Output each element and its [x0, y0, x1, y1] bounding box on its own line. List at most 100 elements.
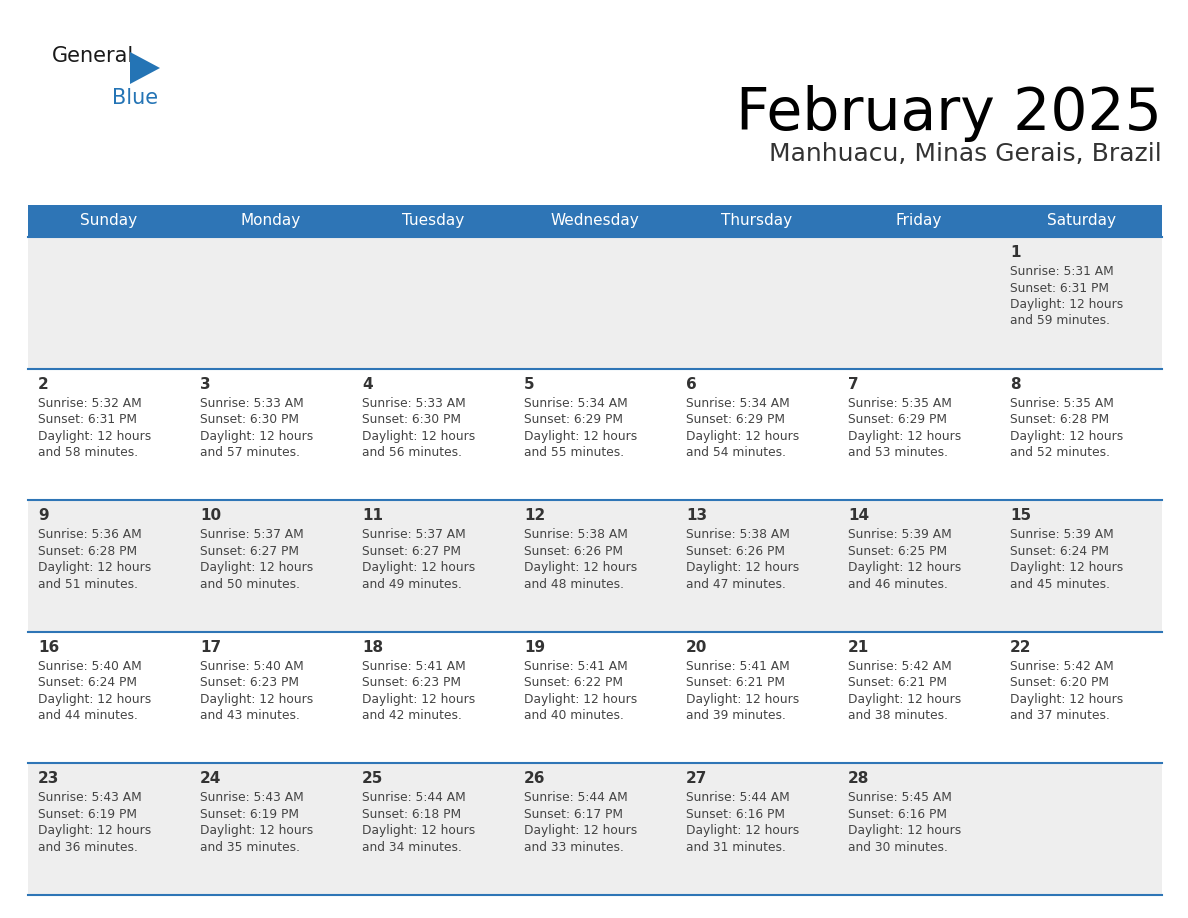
Text: Daylight: 12 hours: Daylight: 12 hours [200, 561, 314, 574]
Text: Sunset: 6:20 PM: Sunset: 6:20 PM [1010, 677, 1110, 689]
Text: Sunrise: 5:40 AM: Sunrise: 5:40 AM [38, 660, 141, 673]
Text: 16: 16 [38, 640, 59, 655]
Text: Sunset: 6:24 PM: Sunset: 6:24 PM [1010, 544, 1110, 558]
Text: Sunrise: 5:41 AM: Sunrise: 5:41 AM [362, 660, 466, 673]
Text: Daylight: 12 hours: Daylight: 12 hours [848, 824, 961, 837]
Text: and 51 minutes.: and 51 minutes. [38, 577, 138, 590]
Text: and 56 minutes.: and 56 minutes. [362, 446, 462, 459]
Text: Sunset: 6:27 PM: Sunset: 6:27 PM [200, 544, 299, 558]
Text: Daylight: 12 hours: Daylight: 12 hours [1010, 561, 1123, 574]
Text: and 52 minutes.: and 52 minutes. [1010, 446, 1110, 459]
Text: Sunset: 6:16 PM: Sunset: 6:16 PM [685, 808, 785, 821]
Polygon shape [129, 52, 160, 84]
Text: Sunset: 6:28 PM: Sunset: 6:28 PM [1010, 413, 1110, 426]
Bar [29, 369, 1162, 500]
Text: Sunset: 6:28 PM: Sunset: 6:28 PM [38, 544, 137, 558]
Text: 3: 3 [200, 376, 210, 392]
Text: 9: 9 [38, 509, 49, 523]
Text: Sunset: 6:21 PM: Sunset: 6:21 PM [848, 677, 947, 689]
Text: Manhuacu, Minas Gerais, Brazil: Manhuacu, Minas Gerais, Brazil [770, 142, 1162, 166]
Text: Sunrise: 5:35 AM: Sunrise: 5:35 AM [848, 397, 952, 409]
Text: Tuesday: Tuesday [402, 214, 465, 229]
Text: February 2025: February 2025 [737, 85, 1162, 142]
Text: Daylight: 12 hours: Daylight: 12 hours [685, 693, 800, 706]
Text: and 30 minutes.: and 30 minutes. [848, 841, 948, 854]
Text: Blue: Blue [112, 88, 158, 108]
Text: Sunrise: 5:44 AM: Sunrise: 5:44 AM [524, 791, 627, 804]
Text: 25: 25 [362, 771, 384, 787]
Text: Sunset: 6:23 PM: Sunset: 6:23 PM [200, 677, 299, 689]
Text: 10: 10 [200, 509, 221, 523]
Text: Sunrise: 5:39 AM: Sunrise: 5:39 AM [848, 528, 952, 542]
Text: Sunset: 6:18 PM: Sunset: 6:18 PM [362, 808, 461, 821]
Text: Sunset: 6:26 PM: Sunset: 6:26 PM [685, 544, 785, 558]
Text: and 43 minutes.: and 43 minutes. [200, 710, 299, 722]
Text: Sunset: 6:19 PM: Sunset: 6:19 PM [38, 808, 137, 821]
Text: 13: 13 [685, 509, 707, 523]
Bar [29, 237, 1162, 369]
Text: and 54 minutes.: and 54 minutes. [685, 446, 786, 459]
Text: Sunrise: 5:34 AM: Sunrise: 5:34 AM [524, 397, 627, 409]
Text: Sunrise: 5:32 AM: Sunrise: 5:32 AM [38, 397, 141, 409]
Text: and 45 minutes.: and 45 minutes. [1010, 577, 1110, 590]
Text: Sunrise: 5:42 AM: Sunrise: 5:42 AM [848, 660, 952, 673]
Text: Daylight: 12 hours: Daylight: 12 hours [362, 430, 475, 442]
Text: Daylight: 12 hours: Daylight: 12 hours [524, 561, 637, 574]
Text: Saturday: Saturday [1047, 214, 1116, 229]
Text: 12: 12 [524, 509, 545, 523]
Text: Sunrise: 5:41 AM: Sunrise: 5:41 AM [524, 660, 627, 673]
Text: and 50 minutes.: and 50 minutes. [200, 577, 301, 590]
Text: Sunset: 6:31 PM: Sunset: 6:31 PM [1010, 282, 1110, 295]
Text: Sunrise: 5:31 AM: Sunrise: 5:31 AM [1010, 265, 1114, 278]
Text: Sunrise: 5:43 AM: Sunrise: 5:43 AM [38, 791, 141, 804]
Text: and 46 minutes.: and 46 minutes. [848, 577, 948, 590]
Text: 24: 24 [200, 771, 221, 787]
Text: 21: 21 [848, 640, 870, 655]
Text: Daylight: 12 hours: Daylight: 12 hours [200, 693, 314, 706]
Text: Sunset: 6:23 PM: Sunset: 6:23 PM [362, 677, 461, 689]
Text: Sunrise: 5:44 AM: Sunrise: 5:44 AM [685, 791, 790, 804]
Text: Sunset: 6:29 PM: Sunset: 6:29 PM [685, 413, 785, 426]
Text: and 33 minutes.: and 33 minutes. [524, 841, 624, 854]
Text: and 39 minutes.: and 39 minutes. [685, 710, 786, 722]
Text: Sunset: 6:25 PM: Sunset: 6:25 PM [848, 544, 947, 558]
Text: and 53 minutes.: and 53 minutes. [848, 446, 948, 459]
Bar [29, 764, 1162, 895]
Text: Sunrise: 5:36 AM: Sunrise: 5:36 AM [38, 528, 141, 542]
Text: Daylight: 12 hours: Daylight: 12 hours [38, 561, 151, 574]
Text: Daylight: 12 hours: Daylight: 12 hours [38, 430, 151, 442]
Text: and 42 minutes.: and 42 minutes. [362, 710, 462, 722]
Text: Daylight: 12 hours: Daylight: 12 hours [848, 561, 961, 574]
Text: and 49 minutes.: and 49 minutes. [362, 577, 462, 590]
Text: Sunrise: 5:38 AM: Sunrise: 5:38 AM [524, 528, 628, 542]
Text: 15: 15 [1010, 509, 1031, 523]
Text: 6: 6 [685, 376, 696, 392]
Text: Sunset: 6:26 PM: Sunset: 6:26 PM [524, 544, 623, 558]
Bar [29, 500, 1162, 632]
Text: Sunrise: 5:40 AM: Sunrise: 5:40 AM [200, 660, 304, 673]
Text: 18: 18 [362, 640, 383, 655]
Text: Sunrise: 5:44 AM: Sunrise: 5:44 AM [362, 791, 466, 804]
Text: 14: 14 [848, 509, 870, 523]
Text: 23: 23 [38, 771, 59, 787]
Text: 26: 26 [524, 771, 545, 787]
Bar [29, 632, 1162, 764]
Text: 27: 27 [685, 771, 707, 787]
Text: Sunrise: 5:42 AM: Sunrise: 5:42 AM [1010, 660, 1114, 673]
Text: 1: 1 [1010, 245, 1020, 260]
Text: Sunday: Sunday [81, 214, 138, 229]
Text: 11: 11 [362, 509, 383, 523]
Text: General: General [52, 46, 134, 66]
Text: Daylight: 12 hours: Daylight: 12 hours [362, 561, 475, 574]
Text: and 37 minutes.: and 37 minutes. [1010, 710, 1110, 722]
Text: Sunrise: 5:37 AM: Sunrise: 5:37 AM [362, 528, 466, 542]
Text: Sunset: 6:19 PM: Sunset: 6:19 PM [200, 808, 299, 821]
Text: Thursday: Thursday [721, 214, 792, 229]
Text: 5: 5 [524, 376, 535, 392]
Text: Friday: Friday [896, 214, 942, 229]
Text: Daylight: 12 hours: Daylight: 12 hours [1010, 693, 1123, 706]
Text: Sunset: 6:31 PM: Sunset: 6:31 PM [38, 413, 137, 426]
Text: Daylight: 12 hours: Daylight: 12 hours [524, 824, 637, 837]
Text: Sunrise: 5:34 AM: Sunrise: 5:34 AM [685, 397, 790, 409]
Text: 19: 19 [524, 640, 545, 655]
